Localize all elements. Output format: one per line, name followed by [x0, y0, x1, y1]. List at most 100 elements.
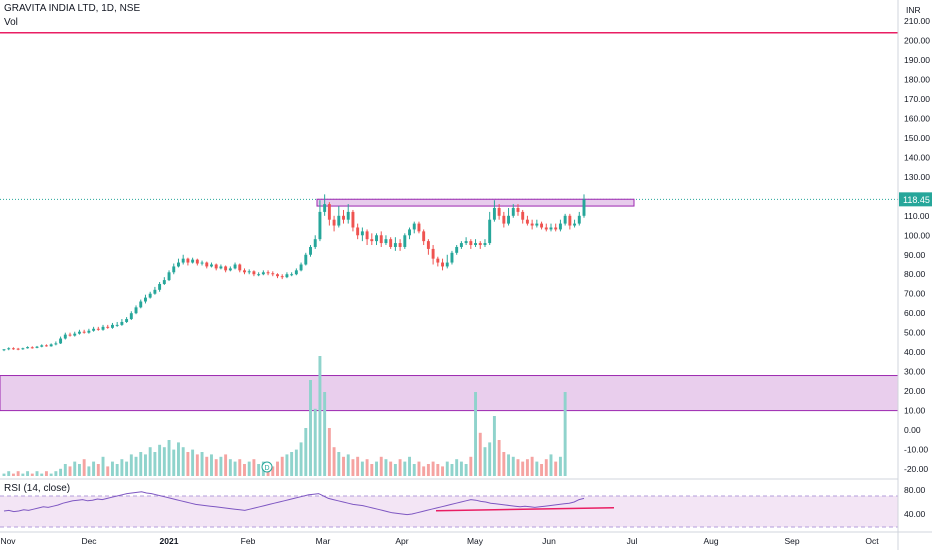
- volume-bar: [186, 452, 190, 476]
- candle-body: [228, 268, 232, 271]
- price-tick-label: 60.00: [904, 308, 926, 318]
- price-axis[interactable]: 210.00 200.00 190.00 180.00 170.00 160.00 150.…: [897, 0, 932, 550]
- candle: [271, 271, 275, 277]
- time-tick-label: Feb: [241, 536, 256, 546]
- volume-bar: [120, 459, 124, 476]
- volume-bar: [290, 452, 294, 476]
- candle: [441, 258, 444, 271]
- candle: [26, 346, 30, 349]
- dividend-circle: [261, 461, 273, 473]
- volume-bar: [450, 464, 454, 476]
- price-tick-label: 80.00: [904, 269, 926, 279]
- candle-body: [82, 331, 86, 333]
- volume-bar: [68, 466, 72, 476]
- volume-label: Vol: [4, 17, 18, 28]
- volume-layer: [2, 356, 567, 476]
- candle-body: [49, 344, 53, 347]
- candle: [313, 235, 317, 249]
- rsi-tick-label: 80.00: [904, 485, 926, 495]
- volume-bar: [445, 461, 449, 476]
- volume-bar: [16, 471, 20, 476]
- candle-body: [280, 276, 284, 278]
- candle-body: [68, 334, 72, 336]
- candle-body: [73, 333, 77, 336]
- volume-bar: [393, 464, 397, 476]
- candle-body: [516, 208, 520, 212]
- candle-body: [403, 235, 407, 247]
- price-tick-label: 190.00: [904, 55, 930, 65]
- candle: [214, 263, 218, 271]
- volume-bar: [507, 454, 511, 476]
- volume-bar: [431, 461, 435, 476]
- volume-bar: [285, 454, 289, 476]
- candle: [558, 219, 562, 232]
- candle: [502, 211, 506, 228]
- volume-bar: [398, 459, 402, 476]
- time-tick-label: Apr: [395, 536, 408, 546]
- candle-body: [455, 246, 459, 253]
- candle-body: [110, 324, 114, 328]
- volume-bar: [35, 471, 39, 476]
- candle-body: [342, 215, 345, 220]
- volume-bar: [478, 432, 482, 476]
- price-tick-label: 200.00: [904, 35, 930, 45]
- volume-bar: [488, 442, 492, 476]
- volume-bar: [247, 461, 251, 476]
- candle-body: [436, 258, 440, 263]
- candle-body: [252, 271, 256, 275]
- volume-bar: [252, 459, 256, 476]
- volume-bar: [375, 461, 378, 476]
- candle: [417, 221, 421, 234]
- volume-bar: [158, 444, 162, 476]
- candle: [44, 344, 48, 347]
- candle: [30, 346, 34, 349]
- price-tick-label: 180.00: [904, 74, 930, 84]
- candle-body: [327, 204, 331, 220]
- candle: [299, 262, 303, 272]
- candle: [455, 245, 459, 255]
- candle: [309, 245, 312, 257]
- volume-bar: [436, 464, 440, 476]
- volume-bar: [365, 459, 369, 476]
- candle: [181, 254, 185, 265]
- candle-body: [162, 280, 166, 284]
- candle-body: [530, 223, 534, 226]
- rsi-label: RSI (14, close): [4, 483, 71, 494]
- volume-bar: [210, 454, 213, 476]
- candle-body: [290, 274, 294, 276]
- candle-body: [158, 283, 162, 290]
- volume-bar: [54, 471, 58, 476]
- volume-bar: [271, 466, 275, 476]
- volume-bar: [464, 464, 468, 476]
- volume-bar: [469, 456, 473, 476]
- symbol-title: GRAVITA INDIA LTD, 1D, NSE: [4, 3, 141, 14]
- time-axis[interactable]: Nov Dec 2021 Feb Mar Apr May Jun Jul Aug Sep Oct: [0, 531, 932, 546]
- candle: [177, 258, 180, 268]
- candle: [445, 254, 449, 269]
- candle-body: [573, 223, 577, 226]
- candle-body: [191, 259, 195, 263]
- candle: [393, 237, 397, 251]
- time-tick-label: 2021: [160, 536, 179, 546]
- candle: [257, 272, 261, 277]
- candle: [318, 200, 322, 242]
- candle: [110, 322, 114, 329]
- candle-body: [525, 219, 529, 224]
- volume-bar: [219, 456, 223, 476]
- rsi-layer: [0, 491, 898, 528]
- candle: [11, 347, 15, 350]
- candle: [172, 263, 176, 275]
- volume-bar: [337, 452, 341, 476]
- candle: [304, 252, 308, 266]
- candle-body: [106, 326, 110, 328]
- candle: [525, 215, 529, 226]
- candle-body: [120, 321, 124, 325]
- candle: [63, 332, 67, 340]
- candle-body: [351, 211, 355, 228]
- candle: [403, 233, 407, 249]
- time-tick-label: Nov: [0, 536, 16, 546]
- candle-body: [96, 328, 100, 330]
- candle: [7, 347, 11, 351]
- candle-body: [276, 274, 279, 277]
